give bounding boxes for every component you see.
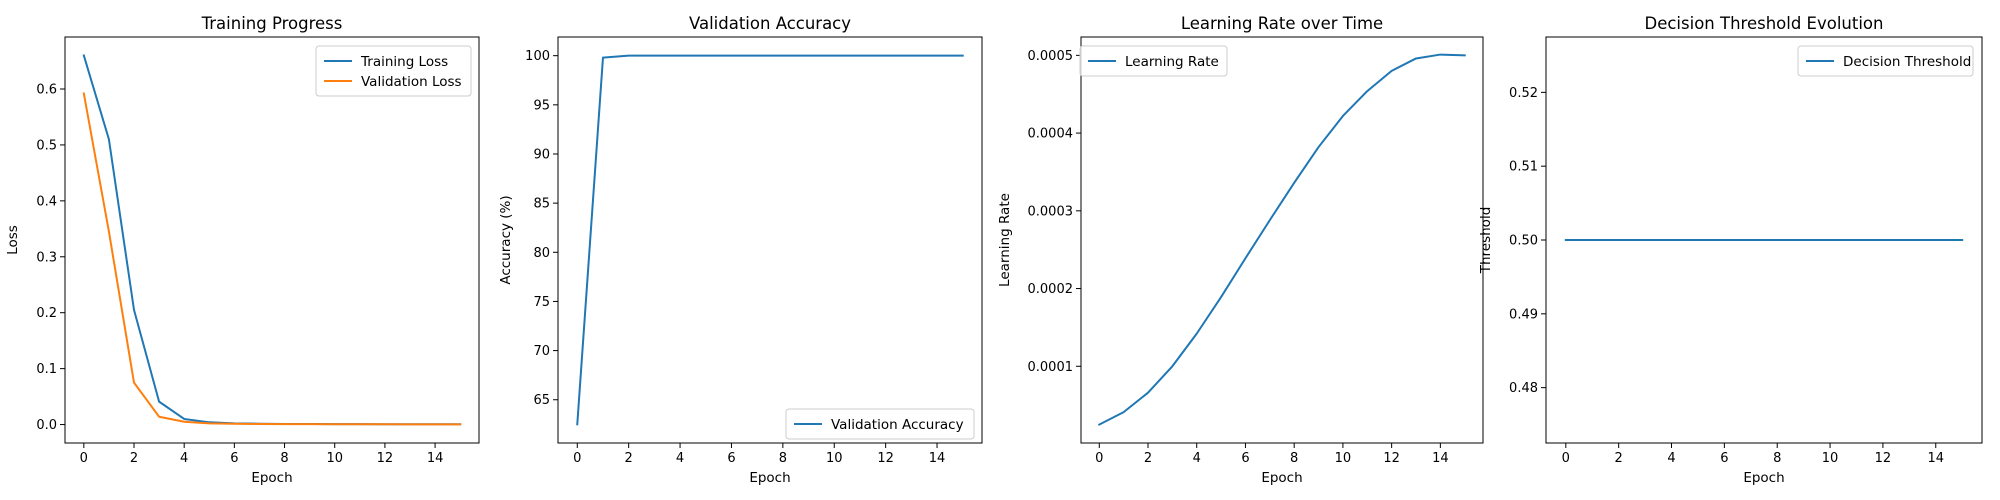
x-tick-label: 0 xyxy=(1562,451,1570,466)
legend-box xyxy=(315,45,472,97)
x-axis-label: Epoch xyxy=(251,470,292,486)
x-tick-label: 6 xyxy=(1241,451,1249,466)
chart-title: Validation Accuracy xyxy=(689,14,851,33)
subplot-2: Validation Accuracy Epoch Accuracy (%) 0 2 4 6… xyxy=(498,14,983,486)
legend-box xyxy=(1797,45,1974,77)
y-tick-label: 0.52 xyxy=(1509,86,1538,101)
x-tick-label: 14 xyxy=(1432,451,1449,466)
y-axis-label: Accuracy (%) xyxy=(498,195,514,284)
y-tick-label: 0.5 xyxy=(36,138,57,153)
axes-frame xyxy=(557,36,983,444)
y-axis-label: Threshold xyxy=(1478,207,1494,275)
y-tick-label: 0.49 xyxy=(1509,307,1538,322)
axes-frame xyxy=(1080,36,1484,444)
y-tick-label: 0.51 xyxy=(1509,160,1538,175)
x-tick-label: 2 xyxy=(625,451,633,466)
legend-box xyxy=(1079,45,1228,77)
x-axis-label: Epoch xyxy=(749,470,790,486)
chart-title: Learning Rate over Time xyxy=(1181,14,1383,33)
x-tick-label: 12 xyxy=(377,451,394,466)
y-tick-label: 0.0 xyxy=(36,418,57,433)
y-tick-label: 0.50 xyxy=(1509,234,1538,249)
x-tick-label: 0 xyxy=(1095,451,1103,466)
legend: Validation Accuracy xyxy=(785,408,975,440)
y-tick-label: 0.48 xyxy=(1509,381,1538,396)
x-tick-label: 12 xyxy=(1875,451,1892,466)
x-tick-label: 8 xyxy=(1290,451,1298,466)
y-tick-label: 0.3 xyxy=(36,250,57,265)
y-tick-label: 85 xyxy=(533,197,550,212)
legend-box xyxy=(785,408,975,440)
y-tick-label: 100 xyxy=(525,49,550,64)
x-tick-label: 14 xyxy=(1927,451,1944,466)
y-tick-label: 0.0004 xyxy=(1028,127,1074,142)
chart-title: Training Progress xyxy=(201,14,343,33)
y-tick-label: 65 xyxy=(533,393,550,408)
y-tick-label: 0.0002 xyxy=(1028,282,1074,297)
x-tick-label: 2 xyxy=(1144,451,1152,466)
x-tick-label: 4 xyxy=(676,451,684,466)
series-line-validation-loss xyxy=(82,92,462,426)
y-tick-label: 70 xyxy=(533,344,550,359)
y-tick-label: 95 xyxy=(533,98,550,113)
y-tick-label: 0.1 xyxy=(36,362,57,377)
y-tick-label: 75 xyxy=(533,295,550,310)
legend-entry: Validation Loss xyxy=(361,74,462,90)
x-tick-label: 4 xyxy=(180,451,188,466)
x-tick-label: 2 xyxy=(130,451,138,466)
legend: Training Loss Validation Loss xyxy=(315,45,472,97)
y-tick-label: 0.4 xyxy=(36,194,57,209)
y-tick-label: 90 xyxy=(533,147,550,162)
x-tick-label: 10 xyxy=(1822,451,1839,466)
x-tick-label: 14 xyxy=(929,451,946,466)
x-tick-label: 12 xyxy=(877,451,894,466)
x-tick-label: 0 xyxy=(573,451,581,466)
legend-entry: Learning Rate xyxy=(1125,54,1219,70)
x-axis-label: Epoch xyxy=(1743,470,1784,486)
x-tick-label: 0 xyxy=(80,451,88,466)
subplot-4: Decision Threshold Evolution Epoch Thresho… xyxy=(1478,14,1983,486)
y-axis-label: Loss xyxy=(5,225,21,255)
y-tick-label: 0.0005 xyxy=(1028,49,1074,64)
x-tick-label: 10 xyxy=(326,451,343,466)
x-tick-label: 6 xyxy=(1720,451,1728,466)
x-tick-label: 6 xyxy=(230,451,238,466)
y-tick-label: 0.6 xyxy=(36,83,57,98)
legend-entry: Training Loss xyxy=(360,54,448,70)
chart-title: Decision Threshold Evolution xyxy=(1645,14,1884,33)
y-tick-label: 80 xyxy=(533,246,550,261)
y-tick-label: 0.0001 xyxy=(1028,360,1074,375)
legend: Decision Threshold xyxy=(1797,45,1974,77)
x-axis-label: Epoch xyxy=(1261,470,1302,486)
subplot-1: Training Progress Epoch Loss 0 2 4 6 8 10 12 14 0.0… xyxy=(5,14,480,486)
x-tick-label: 10 xyxy=(826,451,843,466)
x-tick-label: 6 xyxy=(727,451,735,466)
x-tick-label: 8 xyxy=(280,451,288,466)
series-line-training-loss xyxy=(82,54,462,426)
x-tick-label: 14 xyxy=(427,451,444,466)
x-tick-label: 8 xyxy=(1773,451,1781,466)
subplot-3: Learning Rate over Time Epoch Learning Rat… xyxy=(997,14,1484,486)
y-axis-label: Learning Rate xyxy=(997,193,1013,287)
x-tick-label: 12 xyxy=(1383,451,1400,466)
x-tick-label: 4 xyxy=(1193,451,1201,466)
x-tick-label: 2 xyxy=(1615,451,1623,466)
y-tick-label: 0.0003 xyxy=(1028,204,1074,219)
legend-entry: Decision Threshold xyxy=(1843,54,1971,70)
x-tick-label: 8 xyxy=(779,451,787,466)
legend: Learning Rate xyxy=(1079,45,1228,77)
legend-entry: Validation Accuracy xyxy=(831,417,964,433)
axes-frame xyxy=(64,36,480,444)
x-tick-label: 4 xyxy=(1667,451,1675,466)
axes-frame xyxy=(1545,36,1983,444)
y-tick-label: 0.2 xyxy=(36,306,57,321)
series-line-learning-rate xyxy=(1097,53,1466,426)
series-line-validation-accuracy xyxy=(576,54,964,426)
x-tick-label: 10 xyxy=(1335,451,1352,466)
